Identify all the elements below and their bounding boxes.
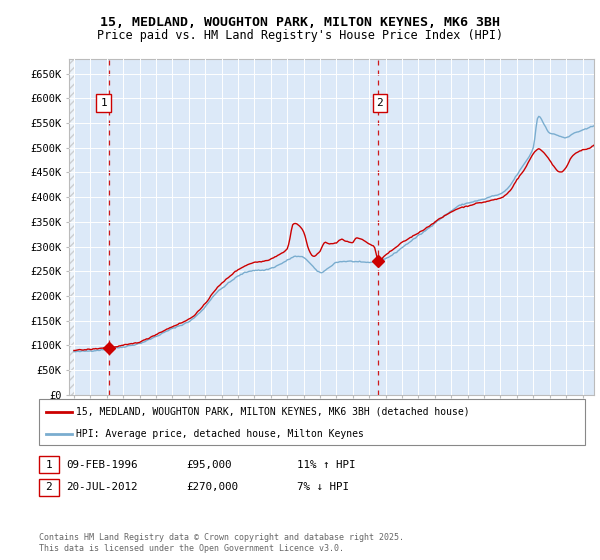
Text: £270,000: £270,000 xyxy=(186,482,238,492)
Text: 1: 1 xyxy=(100,98,107,108)
Text: Contains HM Land Registry data © Crown copyright and database right 2025.
This d: Contains HM Land Registry data © Crown c… xyxy=(39,533,404,553)
Text: 11% ↑ HPI: 11% ↑ HPI xyxy=(297,460,355,470)
Text: 20-JUL-2012: 20-JUL-2012 xyxy=(66,482,137,492)
Text: Price paid vs. HM Land Registry's House Price Index (HPI): Price paid vs. HM Land Registry's House … xyxy=(97,29,503,42)
Text: 2: 2 xyxy=(46,482,52,492)
Text: HPI: Average price, detached house, Milton Keynes: HPI: Average price, detached house, Milt… xyxy=(76,429,364,439)
Text: 1: 1 xyxy=(46,460,52,470)
Text: 15, MEDLAND, WOUGHTON PARK, MILTON KEYNES, MK6 3BH (detached house): 15, MEDLAND, WOUGHTON PARK, MILTON KEYNE… xyxy=(76,407,470,417)
Text: 09-FEB-1996: 09-FEB-1996 xyxy=(66,460,137,470)
Text: 7% ↓ HPI: 7% ↓ HPI xyxy=(297,482,349,492)
Text: 15, MEDLAND, WOUGHTON PARK, MILTON KEYNES, MK6 3BH: 15, MEDLAND, WOUGHTON PARK, MILTON KEYNE… xyxy=(100,16,500,29)
Text: 2: 2 xyxy=(377,98,383,108)
Text: £95,000: £95,000 xyxy=(186,460,232,470)
Bar xyxy=(69,59,74,395)
